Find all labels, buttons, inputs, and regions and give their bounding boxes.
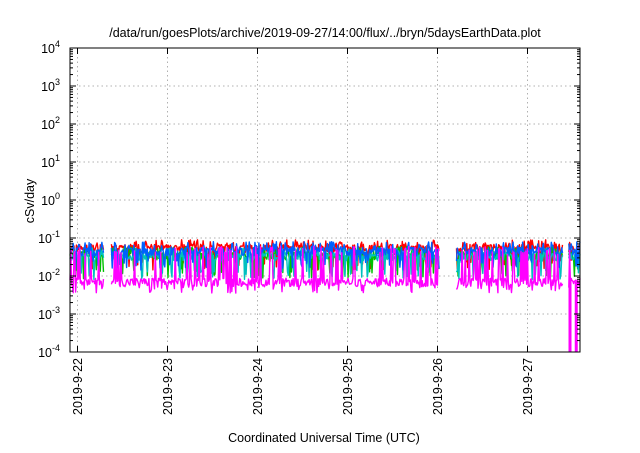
grid [70, 48, 580, 352]
x-tick-label: 2019-9-24 [251, 358, 265, 415]
x-tick-label: 2019-9-25 [341, 358, 355, 415]
axis-ticks: 10-4 10-3 10-2 10-1 100 101 102 103 104 2019-9-22… [38, 39, 580, 415]
y-tick-label: 103 [41, 77, 60, 94]
x-tick-label: 2019-9-23 [161, 358, 175, 415]
x-tick-label: 2019-9-22 [71, 358, 85, 415]
chart-title: /data/run/goesPlots/archive/2019-09-27/1… [109, 26, 541, 40]
y-tick-label: 100 [41, 191, 60, 208]
y-axis-label: cSv/day [23, 178, 37, 223]
y-tick-label: 10-2 [38, 267, 60, 284]
x-tick-label: 2019-9-26 [431, 358, 445, 415]
y-tick-label: 10-4 [38, 343, 60, 360]
y-tick-label: 104 [41, 39, 60, 56]
y-tick-label: 10-3 [38, 305, 60, 322]
series-line-4 [69, 241, 581, 271]
x-axis-label: Coordinated Universal Time (UTC) [228, 431, 420, 445]
x-tick-label: 2019-9-27 [521, 358, 535, 415]
series-line-5 [69, 245, 581, 294]
series-lines [69, 239, 581, 352]
y-tick-label: 102 [41, 115, 60, 132]
y-tick-label: 101 [41, 153, 60, 170]
y-tick-label: 10-1 [38, 229, 60, 246]
